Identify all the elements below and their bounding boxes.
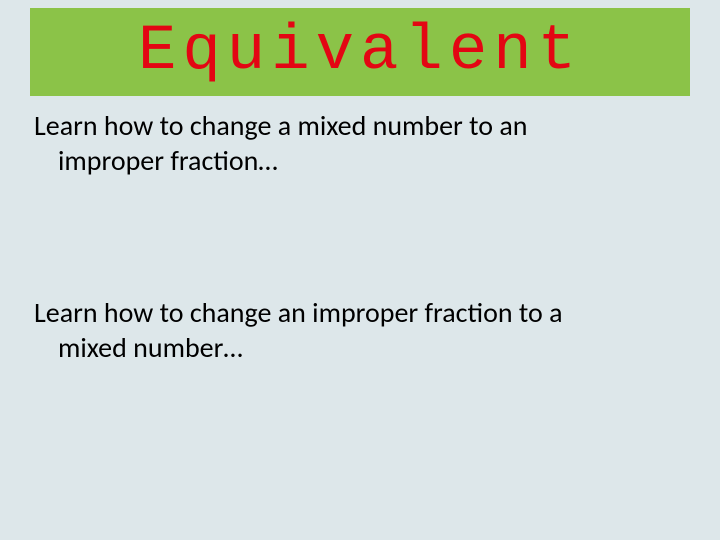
title-text: Equivalent: [138, 16, 582, 88]
paragraph-2-line-2: mixed number…: [34, 330, 689, 365]
title-box: Equivalent: [30, 8, 690, 96]
paragraph-1-line-2: improper fraction…: [34, 143, 689, 178]
paragraph-1: Learn how to change a mixed number to an…: [34, 108, 689, 178]
paragraph-2: Learn how to change an improper fraction…: [34, 295, 689, 365]
paragraph-2-line-1: Learn how to change an improper fraction…: [34, 295, 563, 330]
paragraph-1-line-1: Learn how to change a mixed number to an: [34, 108, 527, 143]
